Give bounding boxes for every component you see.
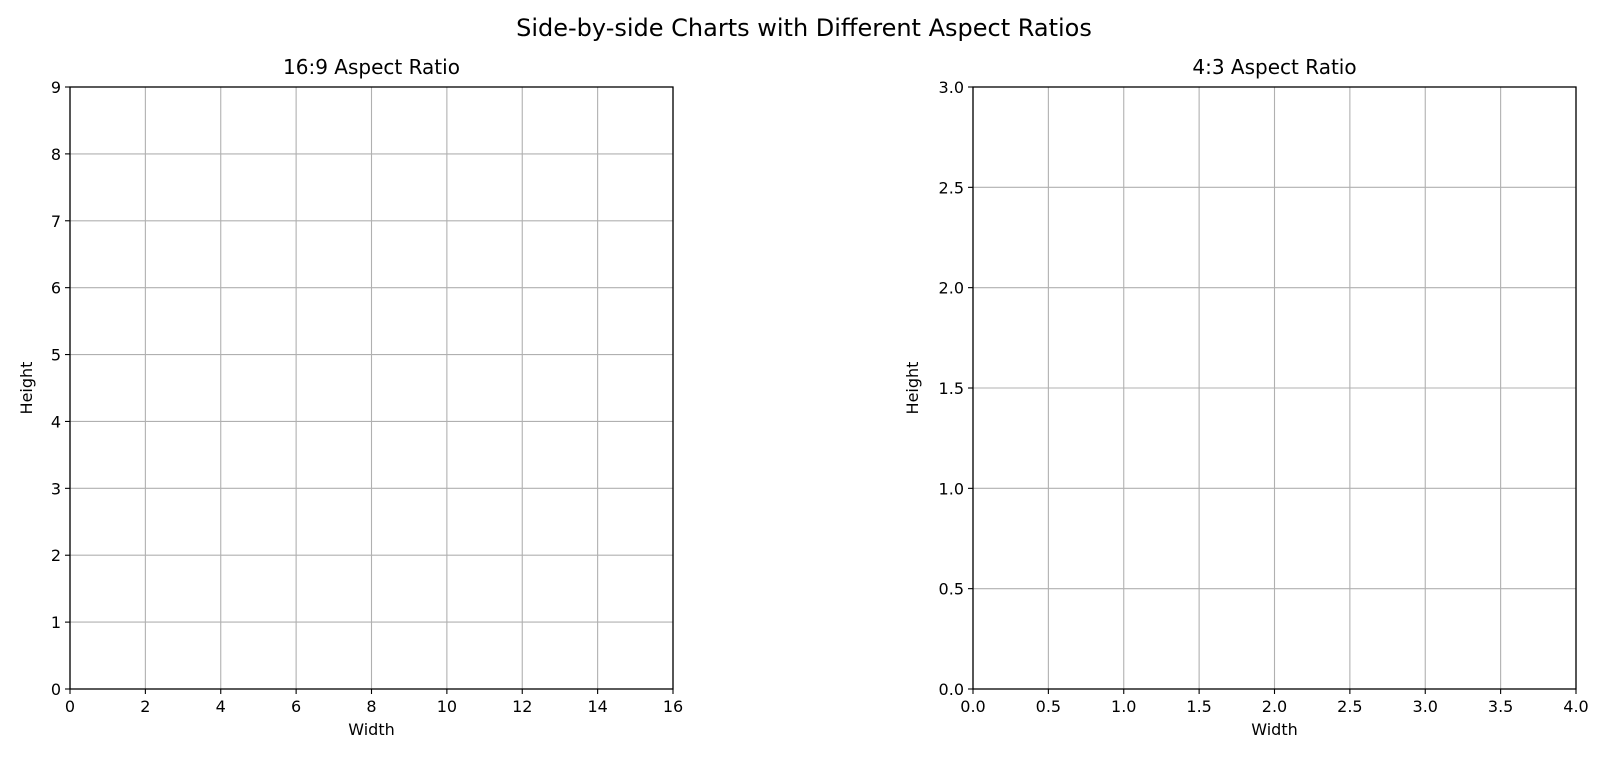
x-tick-label: 3.5 <box>1488 697 1513 716</box>
y-tick-label: 3.0 <box>939 78 964 97</box>
y-tick-label: 5 <box>51 346 61 365</box>
y-tick-label: 2.0 <box>939 279 964 298</box>
x-tick-label: 16 <box>663 697 683 716</box>
y-tick-label: 7 <box>51 212 61 231</box>
x-tick-label: 14 <box>587 697 607 716</box>
x-tick-label: 2 <box>140 697 150 716</box>
x-tick-label: 4 <box>216 697 226 716</box>
x-tick-label: 0.5 <box>1036 697 1061 716</box>
subplot-title: 4:3 Aspect Ratio <box>1192 55 1356 79</box>
x-ticks: 0.0 0.5 1.0 1.5 2.0 2.5 3.0 3.5 4.0 <box>960 689 1589 716</box>
x-axis-label: Width <box>348 720 394 739</box>
subplot-2: 0.0 0.5 1.0 1.5 2.0 2.5 3.0 3.5 4.0 0.0 0.5 1.0 1.5 2… <box>903 55 1589 739</box>
y-axis-label: Height <box>903 362 922 415</box>
y-tick-label: 2.5 <box>939 178 964 197</box>
x-tick-label: 0 <box>65 697 75 716</box>
x-ticks: 0 2 4 6 8 10 12 14 16 <box>65 689 683 716</box>
y-tick-label: 8 <box>51 145 61 164</box>
x-tick-label: 0.0 <box>960 697 985 716</box>
x-tick-label: 8 <box>366 697 376 716</box>
y-tick-label: 1.5 <box>939 379 964 398</box>
y-tick-label: 2 <box>51 546 61 565</box>
y-tick-label: 0 <box>51 680 61 699</box>
y-tick-label: 0.0 <box>939 680 964 699</box>
x-tick-label: 10 <box>437 697 457 716</box>
x-tick-label: 2.0 <box>1262 697 1287 716</box>
x-tick-label: 6 <box>291 697 301 716</box>
x-tick-label: 4.0 <box>1563 697 1588 716</box>
y-tick-label: 1 <box>51 613 61 632</box>
y-tick-label: 9 <box>51 78 61 97</box>
x-tick-label: 1.0 <box>1111 697 1136 716</box>
y-tick-label: 0.5 <box>939 580 964 599</box>
y-tick-label: 6 <box>51 279 61 298</box>
x-axis-label: Width <box>1251 720 1297 739</box>
x-tick-label: 12 <box>512 697 532 716</box>
y-ticks: 0 1 2 3 4 5 6 7 8 9 <box>51 78 70 699</box>
y-axis-label: Height <box>17 362 36 415</box>
x-tick-label: 1.5 <box>1186 697 1211 716</box>
y-ticks: 0.0 0.5 1.0 1.5 2.0 2.5 3.0 <box>939 78 973 699</box>
x-tick-label: 2.5 <box>1337 697 1362 716</box>
subplot-title: 16:9 Aspect Ratio <box>283 55 460 79</box>
y-tick-label: 3 <box>51 479 61 498</box>
figure-title: Side-by-side Charts with Different Aspec… <box>516 14 1092 42</box>
x-tick-label: 3.0 <box>1413 697 1438 716</box>
y-tick-label: 1.0 <box>939 479 964 498</box>
y-tick-label: 4 <box>51 412 61 431</box>
